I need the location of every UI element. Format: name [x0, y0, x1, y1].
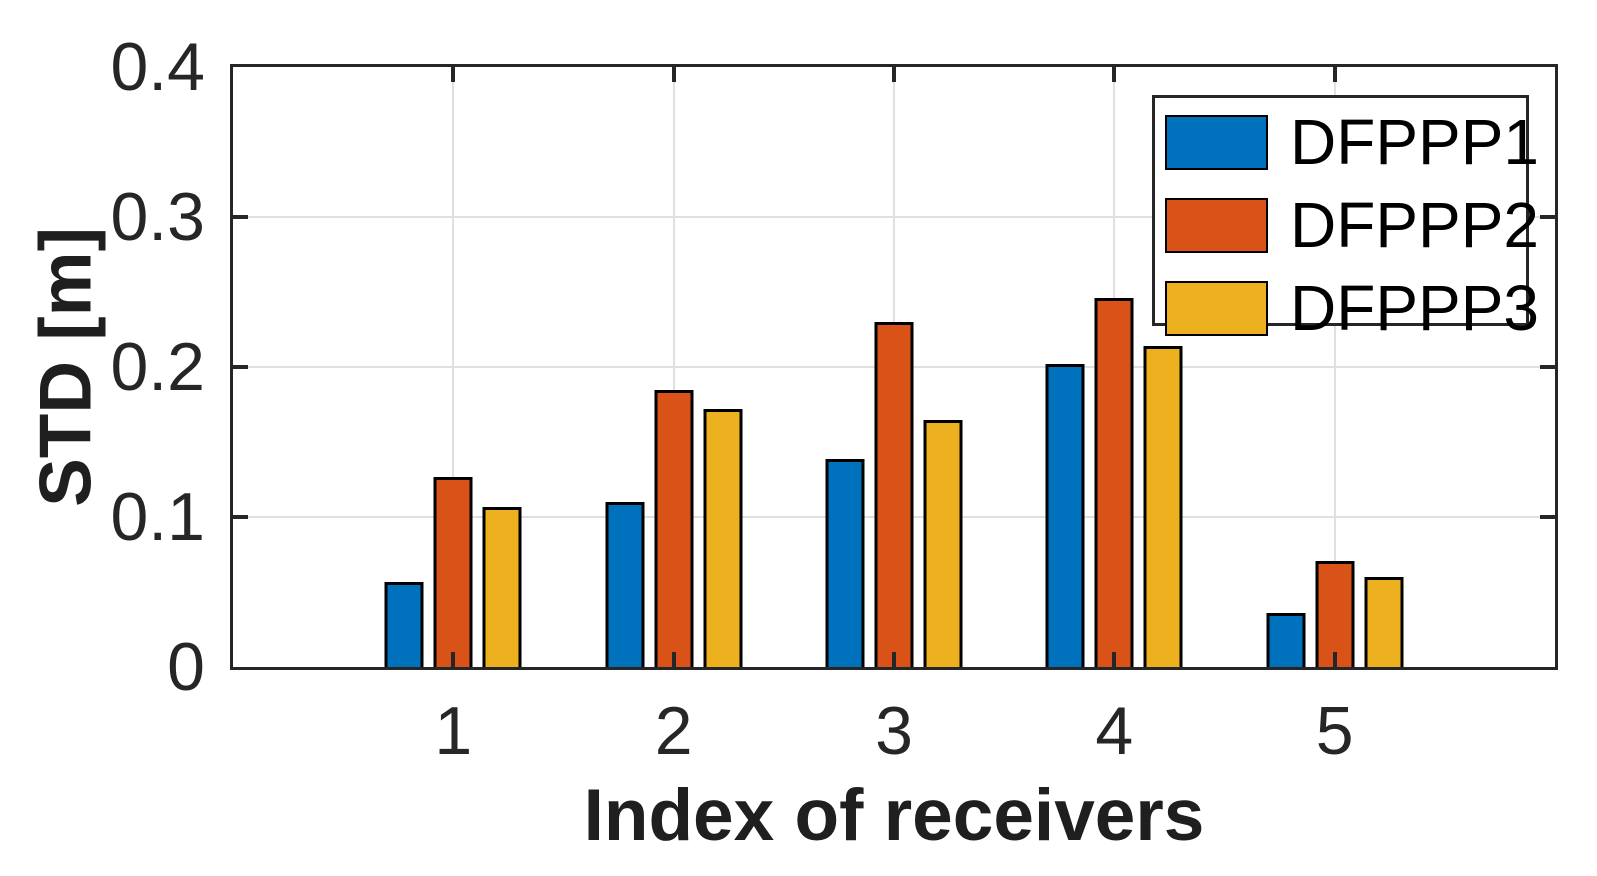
y-tick-mark: [233, 515, 248, 519]
legend-label-dfppp1: DFPPP1: [1290, 106, 1539, 178]
x-tick-mark: [671, 652, 676, 667]
x-axis-label: Index of receivers: [583, 775, 1205, 856]
bar-dfppp1-group5: [1266, 613, 1306, 667]
legend-item: DFPPP2: [1165, 193, 1539, 257]
bar-dfppp2-group2: [654, 389, 694, 667]
y-tick-mark: [1540, 365, 1555, 369]
x-tick-mark: [1112, 652, 1117, 667]
y-tick-label: 0.2: [110, 329, 205, 405]
y-tick-mark: [1540, 515, 1555, 519]
bar-group-5: [1266, 560, 1404, 667]
x-tick-mark-top: [451, 67, 456, 82]
bar-dfppp1-group4: [1045, 364, 1085, 667]
y-axis-label: STD [m]: [25, 227, 107, 507]
bar-dfppp1-group3: [825, 458, 865, 667]
y-tick-mark: [233, 365, 248, 369]
bar-dfppp2-group1: [433, 476, 473, 667]
bar-dfppp1-group2: [605, 502, 645, 667]
x-tick-mark-top: [671, 67, 676, 82]
bar-group-3: [825, 322, 963, 667]
y-tick-label: 0.4: [110, 29, 205, 105]
x-tick-label: 4: [1095, 693, 1134, 769]
y-tick-label: 0: [167, 629, 205, 705]
bar-dfppp3-group3: [923, 419, 963, 667]
gridline-vertical: [452, 67, 455, 667]
y-tick-mark: [233, 215, 248, 219]
y-tick-label: 0.1: [110, 479, 205, 555]
bar-group-4: [1045, 298, 1183, 667]
plot-area: STD [m] Index of receivers DFPPP1 DFPPP2…: [26, 33, 1558, 852]
legend-swatch-dfppp1: [1165, 114, 1268, 170]
bar-dfppp2-group3: [874, 322, 914, 667]
bar-group-2: [605, 389, 743, 667]
legend-swatch-dfppp2: [1165, 197, 1268, 253]
bar-dfppp3-group1: [482, 506, 522, 667]
legend-item: DFPPP3: [1165, 276, 1539, 340]
x-tick-label: 3: [875, 693, 913, 769]
bar-dfppp2-group5: [1315, 560, 1355, 667]
gridline-vertical: [672, 67, 675, 667]
x-tick-label: 1: [434, 693, 473, 769]
legend-swatch-dfppp3: [1165, 280, 1268, 336]
y-tick-label: 0.3: [110, 179, 205, 255]
gridline-vertical: [1333, 67, 1336, 667]
bar-dfppp2-group4: [1094, 298, 1134, 667]
legend-label-dfppp3: DFPPP3: [1290, 272, 1539, 344]
bar-dfppp1-group1: [384, 581, 424, 667]
x-tick-mark-top: [892, 67, 896, 82]
x-tick-mark-top: [1112, 67, 1117, 82]
x-tick-mark: [451, 652, 456, 667]
bar-dfppp3-group2: [703, 409, 743, 667]
legend-label-dfppp2: DFPPP2: [1290, 189, 1539, 261]
x-tick-label: 2: [654, 693, 693, 769]
legend-item: DFPPP1: [1165, 110, 1539, 174]
x-tick-mark: [1332, 652, 1337, 667]
legend: DFPPP1 DFPPP2 DFPPP3: [1152, 95, 1539, 340]
bar-group-1: [384, 476, 522, 667]
x-tick-mark: [892, 652, 896, 667]
x-tick-mark-top: [1332, 67, 1337, 82]
y-tick-mark: [1540, 215, 1555, 219]
bar-dfppp3-group4: [1143, 346, 1183, 667]
x-tick-label: 5: [1315, 693, 1354, 769]
bar-dfppp3-group5: [1364, 577, 1404, 667]
